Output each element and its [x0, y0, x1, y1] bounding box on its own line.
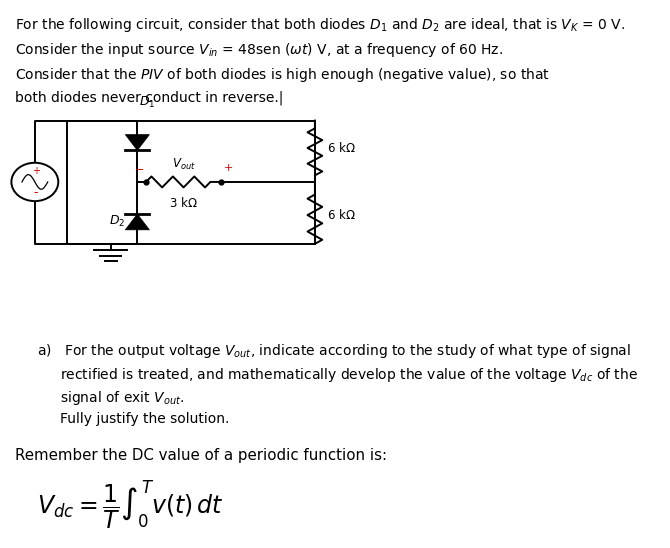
Text: $V_{dc} = \dfrac{1}{T}\int_0^T v(t)\,dt$: $V_{dc} = \dfrac{1}{T}\int_0^T v(t)\,dt$	[37, 478, 224, 530]
Text: $V_{in}$: $V_{in}$	[0, 174, 1, 190]
Text: 6 k$\Omega$: 6 k$\Omega$	[327, 141, 356, 155]
Text: $D_2$: $D_2$	[109, 214, 125, 230]
Text: both diodes never conduct in reverse.|: both diodes never conduct in reverse.|	[15, 90, 283, 105]
Text: $D_1$: $D_1$	[139, 94, 155, 110]
Text: Consider the input source $V_{in}$ = 48sen ($\omega t$) V, at a frequency of 60 : Consider the input source $V_{in}$ = 48s…	[15, 41, 502, 59]
Text: 3 k$\Omega$: 3 k$\Omega$	[170, 196, 198, 210]
Circle shape	[11, 163, 58, 201]
Text: rectified is treated, and mathematically develop the value of the voltage $V_{dc: rectified is treated, and mathematically…	[60, 366, 639, 384]
Polygon shape	[125, 135, 149, 150]
Text: a)   For the output voltage $V_{out}$, indicate according to the study of what t: a) For the output voltage $V_{out}$, ind…	[37, 342, 631, 361]
Text: signal of exit $V_{out}$.: signal of exit $V_{out}$.	[60, 389, 185, 407]
Text: Remember the DC value of a periodic function is:: Remember the DC value of a periodic func…	[15, 448, 387, 463]
Text: +: +	[32, 167, 40, 176]
Polygon shape	[125, 214, 149, 230]
Text: $V_{out}$: $V_{out}$	[172, 157, 196, 172]
Text: 6 k$\Omega$: 6 k$\Omega$	[327, 208, 356, 222]
Text: Fully justify the solution.: Fully justify the solution.	[60, 412, 230, 426]
Text: For the following circuit, consider that both diodes $D_1$ and $D_2$ are ideal, : For the following circuit, consider that…	[15, 16, 625, 35]
Text: Consider that the $\mathit{PIV}$ of both diodes is high enough (negative value),: Consider that the $\mathit{PIV}$ of both…	[15, 66, 549, 84]
Text: -: -	[34, 186, 38, 199]
Text: $-$: $-$	[134, 163, 145, 173]
Text: $+$: $+$	[222, 162, 233, 173]
